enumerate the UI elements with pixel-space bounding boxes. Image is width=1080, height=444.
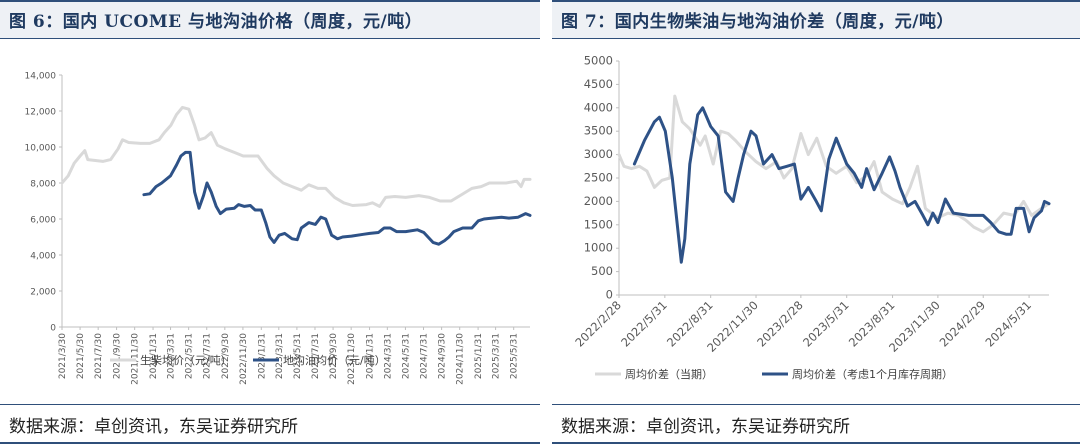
y-tick-label: 5000 bbox=[584, 54, 613, 68]
y-tick-label: 10,000 bbox=[25, 144, 57, 154]
series-line-blue bbox=[632, 106, 1051, 264]
legend-label: 生柴均价（元/吨） bbox=[140, 353, 232, 367]
y-tick-label: 4500 bbox=[584, 77, 613, 91]
x-tick-label: 2022/5/31 bbox=[618, 298, 670, 350]
chart-title-right: 图 7：国内生物柴油与地沟油价差（周度，元/吨） bbox=[561, 12, 954, 32]
x-tick-label: 2022/1/31 bbox=[149, 333, 159, 379]
y-tick-label: 6,000 bbox=[30, 216, 56, 226]
x-tick-label: 2023/9/30 bbox=[329, 333, 339, 379]
y-tick-label: 0 bbox=[50, 324, 56, 334]
y-tick-label: 500 bbox=[591, 264, 613, 278]
x-tick-label: 2022/7/31 bbox=[203, 333, 213, 379]
x-tick-label: 2022/11/30 bbox=[239, 333, 249, 385]
x-tick-label: 2021/9/30 bbox=[113, 333, 123, 379]
y-tick-label: 4000 bbox=[584, 100, 613, 114]
y-tick-label: 3500 bbox=[584, 124, 613, 138]
chart-title-left: 图 6：国内 UCOME 与地沟油价格（周度，元/吨） bbox=[9, 12, 423, 32]
y-tick-label: 14,000 bbox=[25, 72, 57, 82]
chart-biodiesel-spread: 0 500 1000 1500 2000 2500 3000 3500 4000 4500 5000… bbox=[572, 54, 1051, 381]
legend-label: 周均价差（当期） bbox=[625, 367, 713, 381]
x-tick-label: 2022/2/28 bbox=[572, 298, 624, 350]
y-tick-label: 0 bbox=[606, 288, 613, 302]
chart-header-left: 图 6：国内 UCOME 与地沟油价格（周度，元/吨） bbox=[0, 0, 540, 39]
y-tick-label: 2000 bbox=[584, 194, 613, 208]
x-tick-label: 2024/3/31 bbox=[383, 333, 393, 379]
x-tick-label: 2024/5/31 bbox=[982, 298, 1034, 350]
panel-divider bbox=[540, 0, 552, 441]
source-text-right: 数据来源：卓创资讯，东吴证券研究所 bbox=[561, 417, 850, 437]
y-tick-label: 2,000 bbox=[30, 288, 56, 298]
legend-label: 周均价差（考虑1个月库存周期） bbox=[792, 367, 953, 381]
x-tick-label: 2025/5/31 bbox=[510, 333, 520, 379]
legend-label: 地沟油均价（元/吨） bbox=[283, 353, 386, 367]
x-tick-label: 2023/7/31 bbox=[311, 333, 321, 379]
x-tick-label: 2022/3/31 bbox=[167, 333, 177, 379]
x-tick-label: 2025/3/31 bbox=[492, 333, 502, 379]
x-tick-label: 2023/3/31 bbox=[275, 333, 285, 379]
y-tick-label: 2500 bbox=[584, 171, 613, 185]
series-line-gray bbox=[617, 94, 1051, 234]
x-tick-label: 2024/7/31 bbox=[420, 333, 430, 379]
source-note-right: 数据来源：卓创资讯，东吴证券研究所 bbox=[552, 404, 1080, 444]
x-tick-label: 2023/5/31 bbox=[293, 333, 303, 379]
chart-panel-left: 图 6：国内 UCOME 与地沟油价格（周度，元/吨） 0 2,000 4,000 6… bbox=[0, 0, 540, 444]
x-tick-label: 2024/1/31 bbox=[366, 333, 376, 379]
y-tick-label: 1000 bbox=[584, 241, 613, 255]
x-tick-label: 2021/5/30 bbox=[76, 333, 86, 379]
y-tick-label: 3000 bbox=[584, 147, 613, 161]
x-tick-label: 2024/5/31 bbox=[401, 333, 411, 379]
y-tick-label: 12,000 bbox=[25, 108, 57, 118]
x-tick-label: 2022/9/30 bbox=[221, 333, 231, 379]
x-tick-label: 2021/3/30 bbox=[58, 333, 68, 379]
x-tick-label: 2024/2/29 bbox=[937, 298, 989, 350]
y-tick-label: 4,000 bbox=[30, 252, 56, 262]
series-line-gray bbox=[60, 105, 532, 208]
x-tick-label: 2023/11/30 bbox=[347, 333, 357, 385]
x-tick-label: 2023/1/31 bbox=[257, 333, 267, 379]
x-tick-label: 2024/9/30 bbox=[438, 333, 448, 379]
x-tick-label: 2023/2/28 bbox=[754, 298, 806, 350]
series-line-blue bbox=[142, 150, 532, 246]
source-note-left: 数据来源：卓创资讯，东吴证券研究所 bbox=[0, 404, 540, 444]
x-tick-label: 2023/5/31 bbox=[800, 298, 852, 350]
source-text-left: 数据来源：卓创资讯，东吴证券研究所 bbox=[9, 417, 298, 437]
y-tick-label: 1500 bbox=[584, 217, 613, 231]
x-tick-label: 2024/11/30 bbox=[456, 333, 466, 385]
chart-ucome-vs-waste-oil: 0 2,000 4,000 6,000 8,000 10,000 12,000 14,000 2… bbox=[25, 72, 532, 385]
chart-header-right: 图 7：国内生物柴油与地沟油价差（周度，元/吨） bbox=[552, 0, 1080, 39]
chart-panel-right: 图 7：国内生物柴油与地沟油价差（周度，元/吨） 0 500 1000 1500 200… bbox=[552, 0, 1080, 444]
x-tick-label: 2022/5/31 bbox=[185, 333, 195, 379]
y-tick-label: 8,000 bbox=[30, 180, 56, 190]
x-tick-label: 2021/7/30 bbox=[94, 333, 104, 379]
x-tick-label: 2025/1/31 bbox=[474, 333, 484, 379]
